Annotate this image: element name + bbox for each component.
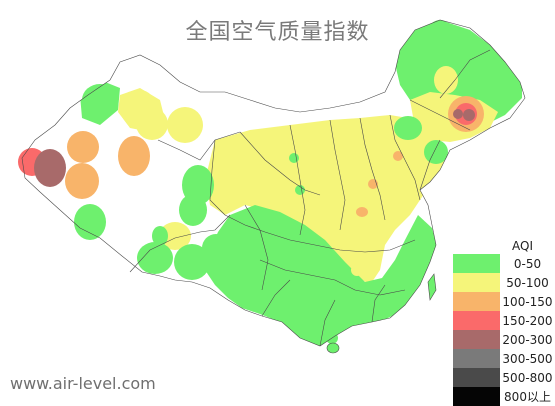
province-borders — [21, 19, 526, 347]
legend-item: 100-150 — [453, 292, 555, 311]
station-marker — [295, 185, 305, 195]
station-marker — [453, 109, 463, 119]
legend-label: 100-150 — [502, 294, 553, 309]
station-marker — [424, 140, 448, 164]
legend-swatch — [453, 273, 500, 292]
legend-label: 500-800 — [502, 370, 553, 385]
station-marker — [137, 242, 173, 274]
aqi-station-markers — [18, 20, 484, 344]
legend-item: 300-500 — [453, 349, 555, 368]
legend-item: 150-200 — [453, 311, 555, 330]
station-marker — [159, 222, 191, 250]
legend-swatch — [453, 330, 500, 349]
station-marker — [393, 151, 403, 161]
aqi-legend: AQI 0-50 50-100 100-150 150-200 200-300 … — [453, 238, 555, 406]
station-marker — [202, 234, 230, 262]
legend-swatch — [453, 368, 500, 387]
station-marker — [174, 244, 210, 280]
station-marker — [289, 153, 299, 163]
legend-item: 800以上 — [453, 387, 555, 406]
legend-swatch — [453, 254, 500, 273]
legend-label: 800以上 — [504, 390, 551, 404]
station-marker — [118, 136, 150, 176]
legend-title: AQI — [512, 239, 533, 253]
moderate-region-central — [205, 115, 445, 285]
station-marker — [398, 56, 426, 84]
station-marker — [434, 66, 458, 94]
station-marker — [34, 149, 66, 187]
station-marker — [424, 20, 456, 64]
legend-label: 0-50 — [513, 256, 542, 271]
station-marker — [463, 109, 475, 121]
station-marker — [152, 226, 168, 246]
map-title: 全国空气质量指数 — [185, 20, 370, 45]
station-marker — [179, 194, 207, 226]
station-marker — [65, 163, 99, 199]
legend-label: 300-500 — [502, 351, 553, 366]
station-marker — [394, 116, 422, 140]
legend-label: 50-100 — [506, 275, 549, 290]
legend-swatch — [453, 311, 500, 330]
legend-swatch — [453, 292, 500, 311]
legend-label: 200-300 — [502, 332, 553, 347]
legend-item: 500-800 — [453, 368, 555, 387]
station-marker — [74, 204, 106, 240]
station-marker — [356, 207, 368, 217]
station-marker — [82, 84, 118, 116]
source-watermark: www.air-level.com — [10, 374, 156, 393]
legend-item: 50-100 — [453, 273, 555, 292]
station-marker — [67, 131, 99, 163]
station-marker — [167, 107, 203, 143]
legend-label: 150-200 — [502, 313, 553, 328]
legend-swatch — [453, 349, 500, 368]
good-region-south — [205, 205, 438, 346]
station-marker — [351, 264, 363, 276]
taiwan-island — [427, 273, 437, 301]
hainan-island — [326, 342, 340, 354]
legend-item: 0-50 — [453, 254, 555, 273]
legend-swatch — [453, 387, 500, 406]
station-marker — [136, 108, 168, 140]
legend-item: 200-300 — [453, 330, 555, 349]
